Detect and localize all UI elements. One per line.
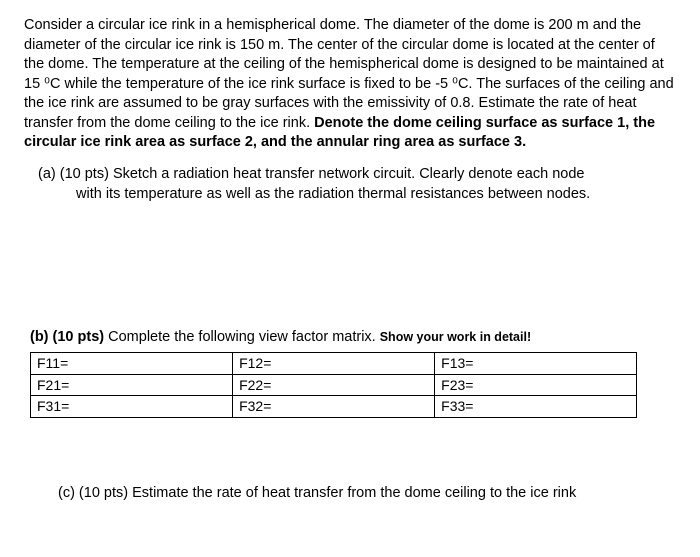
problem-statement: Consider a circular ice rink in a hemisp… <box>24 16 676 153</box>
part-b-text-bold: Show your work in detail! <box>380 330 531 344</box>
part-b-label: (b) (10 pts) <box>30 329 108 345</box>
cell-f21: F21= <box>31 374 233 396</box>
cell-f32: F32= <box>233 396 435 418</box>
part-a-text-line2: with its temperature as well as the radi… <box>38 185 676 205</box>
part-c-label: (c) (10 pts) <box>58 485 132 501</box>
cell-f22: F22= <box>233 374 435 396</box>
table-row: F21= F22= F23= <box>31 374 637 396</box>
cell-f31: F31= <box>31 396 233 418</box>
part-a-text: Sketch a radiation heat transfer network… <box>113 166 585 182</box>
cell-f13: F13= <box>435 352 637 374</box>
part-a: (a) (10 pts) Sketch a radiation heat tra… <box>24 165 676 204</box>
view-factor-table: F11= F12= F13= F21= F22= F23= F31= F32= … <box>30 352 637 419</box>
table-row: F11= F12= F13= <box>31 352 637 374</box>
part-b: (b) (10 pts) Complete the following view… <box>24 328 676 418</box>
part-c: (c) (10 pts) Estimate the rate of heat t… <box>24 484 676 504</box>
problem-intro-plain: Consider a circular ice rink in a hemisp… <box>24 17 674 131</box>
part-b-text-plain: Complete the following view factor matri… <box>108 329 380 345</box>
cell-f33: F33= <box>435 396 637 418</box>
part-a-label: (a) (10 pts) <box>38 166 113 182</box>
part-c-text: Estimate the rate of heat transfer from … <box>132 485 576 501</box>
cell-f11: F11= <box>31 352 233 374</box>
workspace-b <box>24 428 676 478</box>
cell-f23: F23= <box>435 374 637 396</box>
cell-f12: F12= <box>233 352 435 374</box>
workspace-a <box>24 214 676 322</box>
table-row: F31= F32= F33= <box>31 396 637 418</box>
